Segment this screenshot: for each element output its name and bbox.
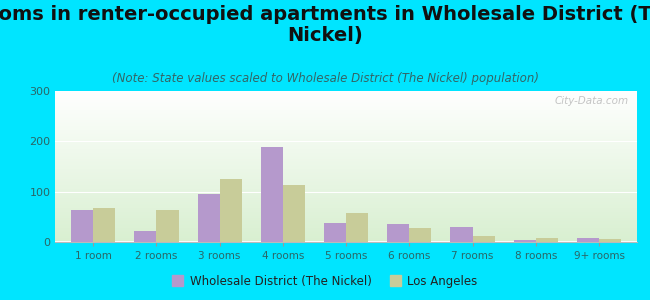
Bar bbox=[71, 210, 93, 242]
Legend: Wholesale District (The Nickel), Los Angeles: Wholesale District (The Nickel), Los Ang… bbox=[168, 270, 482, 292]
Text: Rooms in renter-occupied apartments in Wholesale District (The
Nickel): Rooms in renter-occupied apartments in W… bbox=[0, 4, 650, 46]
Bar bbox=[599, 239, 621, 242]
Bar bbox=[450, 226, 473, 242]
Text: (Note: State values scaled to Wholesale District (The Nickel) population): (Note: State values scaled to Wholesale … bbox=[112, 72, 538, 85]
Bar bbox=[135, 230, 157, 242]
Bar bbox=[536, 238, 558, 242]
Bar bbox=[410, 227, 432, 242]
Bar bbox=[346, 212, 369, 242]
Bar bbox=[387, 224, 410, 242]
Text: City-Data.com: City-Data.com bbox=[554, 96, 629, 106]
Bar bbox=[198, 194, 220, 242]
Bar bbox=[261, 146, 283, 242]
Bar bbox=[283, 185, 305, 242]
Bar bbox=[473, 236, 495, 242]
Bar bbox=[220, 179, 242, 242]
Bar bbox=[577, 238, 599, 242]
Bar bbox=[514, 240, 536, 242]
Bar bbox=[157, 210, 179, 242]
Bar bbox=[324, 223, 346, 242]
Bar bbox=[93, 208, 115, 242]
